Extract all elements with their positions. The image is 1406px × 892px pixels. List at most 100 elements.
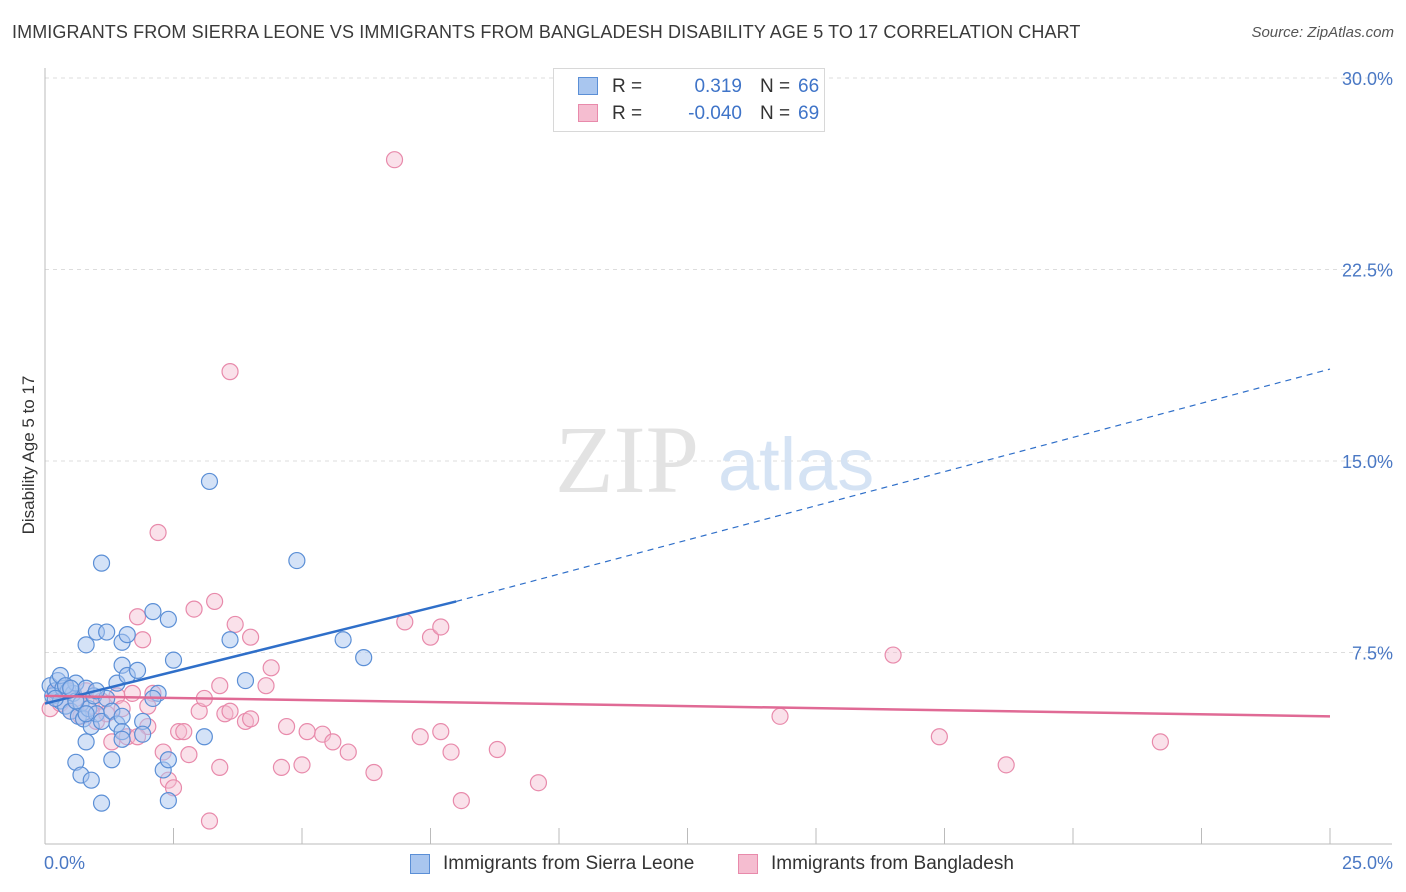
bottom-legend-swatch-pink [738, 854, 758, 874]
trend-line-sierra-leone-extension [456, 368, 1331, 603]
data-point-bangladesh [421, 628, 440, 646]
trend-line-bangladesh [44, 694, 1331, 718]
data-point-bangladesh [442, 743, 460, 761]
legend-r-label: R = [612, 76, 643, 97]
bottom-legend-label: Immigrants from Sierra Leone [443, 853, 695, 874]
x-tick-label: 0.0% [44, 853, 85, 873]
data-point-bangladesh [206, 592, 224, 611]
data-point-sierra-leone [128, 661, 147, 679]
data-point-sierra-leone [195, 728, 213, 746]
chart-source: Source: ZipAtlas.com [1251, 24, 1394, 41]
data-point-bangladesh [175, 723, 193, 741]
data-point-bangladesh [200, 812, 219, 830]
data-point-bangladesh [170, 723, 188, 741]
legend-r-value: -0.040 [688, 103, 742, 124]
chart-title: IMMIGRANTS FROM SIERRA LEONE VS IMMIGRAN… [12, 22, 1081, 42]
trend-line-sierra-leone [44, 600, 457, 705]
data-point-sierra-leone [334, 631, 352, 649]
legend-n-label: N = [760, 103, 791, 124]
y-tick-label: 7.5% [1352, 644, 1393, 664]
data-point-sierra-leone [355, 649, 373, 667]
y-tick-label: 30.0% [1342, 69, 1393, 89]
data-point-sierra-leone [113, 707, 131, 725]
grid-lines [45, 77, 1392, 653]
data-point-sierra-leone [77, 636, 95, 654]
data-point-bangladesh [134, 631, 152, 649]
data-point-bangladesh [771, 707, 789, 725]
data-point-bangladesh [930, 728, 948, 746]
data-point-sierra-leone [159, 610, 177, 628]
data-point-sierra-leone [113, 730, 131, 748]
data-point-sierra-leone [92, 794, 111, 812]
data-point-bangladesh [488, 740, 506, 759]
data-point-sierra-leone [118, 626, 136, 644]
correlation-legend: R = 0.319 N = 66 R = -0.040 N = 69 [553, 68, 825, 132]
watermark-zip: ZIP [555, 406, 699, 513]
watermark-atlas: atlas [718, 423, 874, 506]
data-point-sierra-leone [159, 791, 177, 810]
data-point-bangladesh [324, 733, 342, 751]
y-tick-label: 15.0% [1342, 452, 1393, 472]
data-point-sierra-leone [200, 472, 219, 491]
data-point-bangladesh [432, 723, 450, 741]
data-point-sierra-leone [144, 603, 162, 621]
data-point-bangladesh [385, 151, 404, 169]
data-point-bangladesh [293, 756, 311, 774]
trend-lines [44, 368, 1331, 718]
bottom-legend-label: Immigrants from Bangladesh [771, 853, 1014, 874]
data-point-bangladesh [257, 677, 275, 695]
data-point-bangladesh [529, 774, 548, 792]
legend-n-value: 66 [798, 76, 820, 97]
legend-r-label: R = [612, 103, 643, 124]
data-point-bangladesh [452, 791, 470, 810]
legend-n-value: 69 [798, 103, 820, 124]
data-point-bangladesh [149, 523, 167, 542]
data-point-sierra-leone [77, 733, 95, 751]
data-point-bangladesh [365, 763, 383, 782]
data-point-bangladesh [226, 615, 244, 634]
y-axis-label: Disability Age 5 to 17 [19, 376, 38, 535]
legend-swatch-blue [578, 77, 598, 95]
data-point-sierra-leone [159, 751, 177, 769]
data-point-bangladesh [221, 363, 239, 381]
data-point-sierra-leone [236, 671, 255, 690]
data-point-sierra-leone [221, 631, 239, 649]
data-point-bangladesh [1151, 733, 1169, 751]
data-point-bangladesh [262, 659, 280, 677]
data-point-bangladesh [128, 608, 147, 626]
legend-swatch-pink [578, 104, 598, 122]
data-point-bangladesh [242, 710, 260, 728]
legend-r-value: 0.319 [694, 76, 742, 97]
data-point-sierra-leone [82, 771, 100, 789]
data-point-bangladesh [277, 717, 296, 736]
data-point-sierra-leone [134, 725, 152, 743]
x-tick-label: 25.0% [1342, 853, 1393, 873]
data-point-bangladesh [339, 743, 357, 761]
data-point-sierra-leone [62, 679, 80, 697]
data-point-sierra-leone [288, 551, 306, 570]
data-point-sierra-leone [92, 554, 111, 572]
bottom-legend-swatch-blue [410, 854, 430, 874]
data-point-bangladesh [123, 684, 141, 702]
data-point-bangladesh [242, 628, 260, 646]
data-point-bangladesh [211, 758, 229, 777]
data-point-bangladesh [190, 702, 208, 720]
tick-labels: 7.5% 15.0% 22.5% 30.0% 0.0% 25.0% [44, 69, 1393, 873]
data-point-bangladesh [298, 723, 316, 741]
data-point-sierra-leone [164, 651, 183, 669]
data-point-sierra-leone [77, 705, 95, 723]
data-point-bangladesh [180, 746, 198, 764]
data-point-bangladesh [432, 618, 450, 636]
data-point-sierra-leone [103, 751, 121, 769]
data-point-bangladesh [211, 677, 229, 695]
data-point-bangladesh [411, 728, 429, 746]
data-point-sierra-leone [98, 623, 116, 641]
y-tick-label: 22.5% [1342, 261, 1393, 281]
data-point-bangladesh [884, 646, 902, 664]
data-point-bangladesh [221, 702, 239, 720]
series-sierra-leone-points [41, 472, 373, 812]
data-point-bangladesh [272, 758, 291, 777]
data-point-bangladesh [185, 600, 203, 618]
legend-n-label: N = [760, 76, 791, 97]
